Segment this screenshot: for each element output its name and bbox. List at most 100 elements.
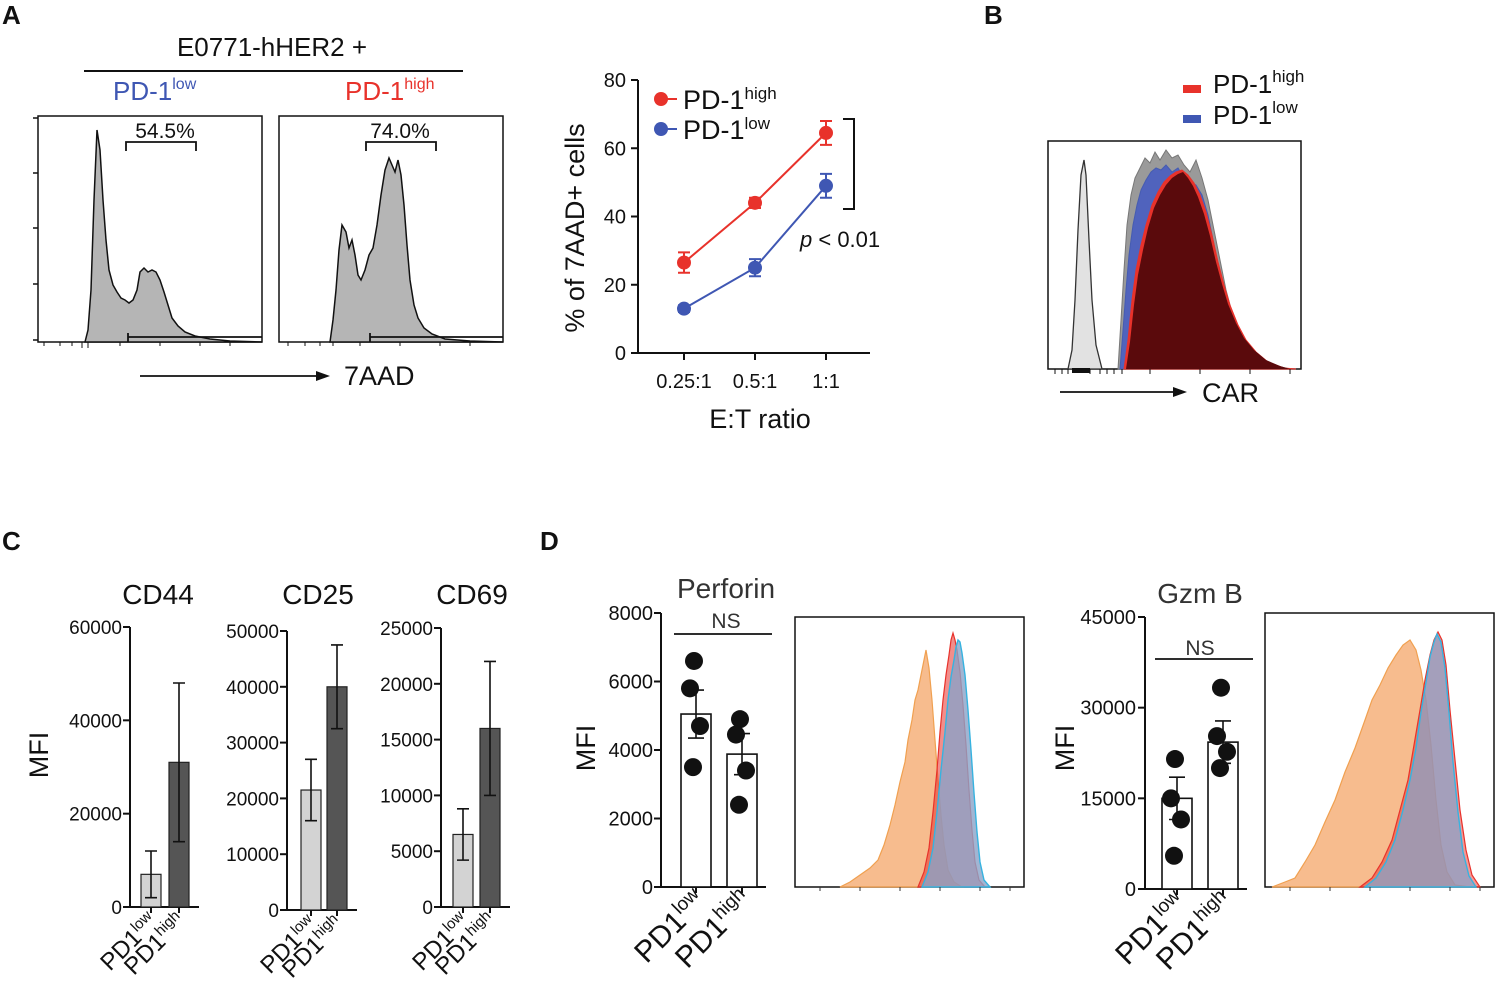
bar-ytick-label: 40000 (69, 711, 122, 732)
bar-chart-title: CD25 (282, 579, 354, 610)
car-tick-cluster (1072, 368, 1090, 373)
sample-dot (737, 761, 755, 780)
bar-ytick-label: 50000 (226, 622, 279, 643)
histogram-x-label: 7AAD (344, 361, 415, 391)
data-point-high (819, 125, 833, 140)
legend-label-low-sup: low (745, 114, 771, 133)
panel-b-car-histogram: PD-1high PD-1low CAR (1047, 67, 1304, 408)
legend-label-high-sup: high (745, 84, 777, 103)
data-point-low (748, 260, 762, 275)
significance-bracket (843, 118, 855, 210)
bar-y-title: MFI (24, 732, 54, 779)
hist-high-percent: 74.0% (370, 120, 430, 143)
line-xtick-label: 0.25:1 (656, 371, 712, 393)
hist-low-distribution (84, 129, 263, 343)
bar-ytick-label: 5000 (391, 842, 433, 863)
sample-dot (684, 758, 702, 777)
perforin-low-distribution (920, 638, 992, 888)
gzmb-xticks (1289, 887, 1481, 891)
legend-marker-high (654, 92, 668, 106)
bar-chart-title: CD69 (436, 579, 508, 610)
hist-low-label: PD-1low (113, 76, 197, 106)
car-isotype-distribution (1067, 159, 1103, 370)
legend-label-high: PD-1high (683, 84, 777, 115)
line-y-title: % of 7AAD+ cells (560, 123, 590, 332)
bar-error-bar (145, 850, 157, 899)
histogram-x-arrow (140, 371, 330, 381)
data-point-low (819, 178, 833, 193)
bar-error-bar (173, 682, 185, 843)
sample-dot (1162, 789, 1180, 808)
sample-dot (681, 679, 699, 698)
sample-dot (1212, 678, 1230, 697)
bar-error-bar (305, 758, 317, 822)
line-ytick-label: 80 (604, 70, 626, 92)
dot-chart-title: Gzm B (1157, 578, 1243, 609)
hist-high-xticks (287, 342, 471, 346)
dot-ytick-label: 30000 (1080, 698, 1136, 720)
dot-ytick-label: 45000 (1080, 607, 1136, 629)
bar-ytick-label: 0 (268, 901, 279, 922)
bar-error-bar (457, 807, 469, 861)
sample-dot (1208, 727, 1226, 746)
bar-ytick-label: 20000 (69, 805, 122, 826)
sample-dot (730, 795, 748, 814)
mean-bar-low (680, 713, 712, 888)
legend-b-low: PD-1low (1213, 98, 1298, 130)
line-x-title: E:T ratio (709, 404, 811, 434)
dot-ytick-label: 0 (1125, 879, 1136, 901)
legend-label-high-base: PD-1 (683, 85, 745, 115)
dot-y-title: MFI (1050, 725, 1080, 772)
bar-ytick-label: 0 (422, 898, 433, 919)
dot-ytick-label: 8000 (609, 603, 654, 625)
data-point-low (677, 301, 691, 316)
dot-ytick-label: 0 (642, 877, 653, 899)
perforin-xticks (819, 887, 1011, 891)
panel-letter-c: C (2, 526, 21, 556)
legend-marker-low (654, 122, 668, 136)
panel-letter-d: D (540, 526, 559, 556)
sample-dot (1172, 810, 1190, 829)
legend-b-high: PD-1high (1213, 67, 1304, 99)
perforin-overlay (794, 616, 1025, 891)
bar-ytick-label: 20000 (226, 789, 279, 810)
panel-a-line-chart: 0 20 40 60 80 0.25:1 0.5:1 1:1E:T ratio % of 7AA… (560, 70, 880, 434)
car-xticks (1054, 369, 1291, 374)
dot-ytick-label: 2000 (609, 809, 654, 831)
dot-ytick-label: 4000 (609, 740, 654, 762)
panel-letter-a: A (2, 0, 21, 30)
dot-y-title: MFI (571, 725, 601, 772)
legend-swatch-low (1183, 115, 1201, 123)
line-xtick-label: 1:1 (812, 371, 840, 393)
sample-dot (1166, 750, 1184, 769)
bar-ytick-label: 20000 (380, 675, 433, 696)
bar-ytick-label: 25000 (380, 619, 433, 640)
dot-ytick-label: 6000 (609, 672, 654, 694)
p-value-label: p < 0.01 (799, 227, 880, 252)
panel-c-bar-charts: CD440200004000060000PD1lowPD1highMFICD25… (24, 579, 510, 983)
panel-a-histograms: E0771-hHER2 + PD-1low PD-1high 54.5% (33, 32, 504, 391)
sample-dot (1218, 742, 1236, 761)
histogram-header: E0771-hHER2 + (177, 32, 367, 62)
bar-ytick-label: 10000 (226, 845, 279, 866)
sample-dot (731, 710, 749, 729)
sample-dot (727, 725, 745, 744)
data-point-high (677, 255, 691, 270)
data-point-high (748, 195, 762, 210)
ns-label: NS (1185, 637, 1214, 660)
hist-low-yticks (33, 117, 38, 341)
sample-dot (1211, 759, 1229, 778)
bar-ytick-label: 60000 (69, 618, 122, 639)
car-overlap-distribution (1126, 172, 1290, 369)
hist-low-percent: 54.5% (135, 120, 195, 143)
bar-ytick-label: 0 (111, 898, 122, 919)
bar-error-bar (331, 644, 343, 730)
sample-dot (1165, 846, 1183, 865)
line-ytick-label: 0 (615, 343, 626, 365)
bar-ytick-label: 30000 (226, 734, 279, 755)
hist-low-xticks (43, 342, 231, 348)
legend-swatch-high (1183, 85, 1201, 93)
dot-ytick-label: 15000 (1080, 788, 1136, 810)
legend-label-low-base: PD-1 (683, 115, 745, 145)
